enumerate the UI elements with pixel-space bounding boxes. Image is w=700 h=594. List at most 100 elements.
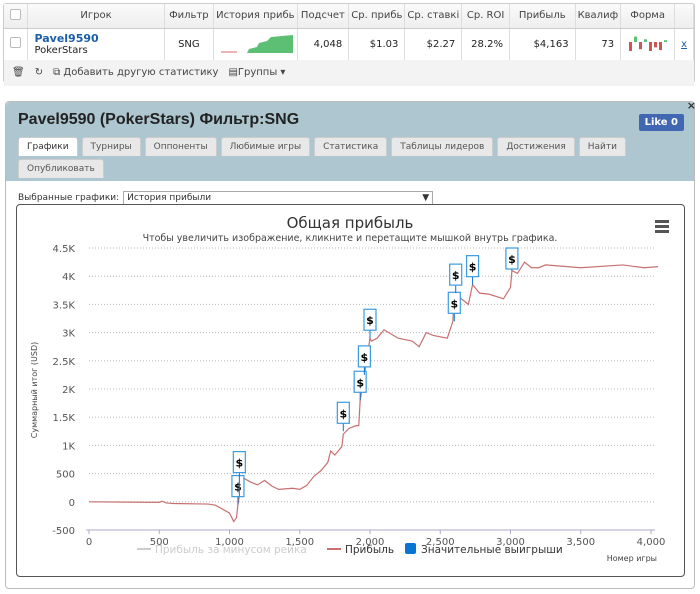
big-win-flag[interactable]: $ bbox=[465, 255, 480, 285]
big-win-flag[interactable]: $ bbox=[357, 345, 371, 375]
col-avg-profit[interactable]: Ср. прибь bbox=[348, 4, 406, 29]
col-roi[interactable]: Ср. ROI bbox=[461, 4, 510, 29]
table-row: Pavel9590 PokerStars SNG 4,048 $1.03 $2.2… bbox=[4, 28, 694, 60]
big-win-flag[interactable]: $ bbox=[353, 370, 367, 401]
chart-select-value: История прибыли bbox=[127, 193, 212, 203]
avg-profit-value: $1.03 bbox=[348, 28, 406, 60]
legend-net-profit: Прибыль за минусом рейка bbox=[155, 544, 307, 556]
tab-publish[interactable]: Опубликовать bbox=[18, 159, 104, 178]
x-axis-label: Номер игры bbox=[607, 554, 657, 563]
tab-opponents[interactable]: Оппоненты bbox=[144, 137, 217, 156]
menu-line bbox=[655, 225, 669, 228]
refresh-icon[interactable]: ↻ bbox=[34, 67, 44, 78]
dollar-icon: $ bbox=[356, 376, 364, 389]
x-tick-label: 0 bbox=[86, 537, 92, 548]
row-checkbox[interactable] bbox=[10, 37, 22, 48]
tab-achievements[interactable]: Достижения bbox=[497, 137, 575, 156]
x-tick-label: 1,000 bbox=[215, 537, 244, 548]
profit-sparkline bbox=[220, 34, 293, 53]
col-qual[interactable]: Квалиф bbox=[575, 4, 622, 29]
tab-charts[interactable]: Графики bbox=[18, 137, 78, 156]
stats-table: Игрок Фильтр История прибь Подсчет Ср. п… bbox=[4, 4, 694, 60]
select-all-header[interactable] bbox=[4, 4, 29, 29]
chart-select[interactable]: История прибыли ▼ bbox=[123, 191, 434, 205]
facebook-like-button[interactable]: Like 0 bbox=[638, 114, 684, 131]
stats-table-box: Игрок Фильтр История прибь Подсчет Ср. п… bbox=[3, 3, 695, 86]
big-win-flag[interactable]: $ bbox=[505, 247, 519, 271]
form-bar bbox=[659, 41, 663, 50]
y-tick-label: 1K bbox=[62, 441, 75, 452]
chart-selector-label: Выбранные графики: bbox=[18, 193, 120, 203]
tab-favorite-games[interactable]: Любимые игры bbox=[220, 137, 311, 156]
chart-selector: Выбранные графики: История прибыли ▼ bbox=[18, 191, 434, 205]
big-win-flag[interactable]: $ bbox=[447, 291, 461, 322]
big-win-flag[interactable]: $ bbox=[363, 308, 377, 339]
x-tick-label: 3,500 bbox=[566, 537, 595, 548]
dollar-icon: $ bbox=[339, 407, 347, 420]
y-tick-label: 2.5K bbox=[53, 357, 76, 368]
y-tick-label: 3K bbox=[62, 329, 75, 340]
filter-value: SNG bbox=[164, 28, 215, 60]
y-tick-label: 0 bbox=[69, 498, 75, 509]
tab-leaderboards[interactable]: Таблицы лидеров bbox=[391, 137, 494, 156]
trash-icon[interactable]: 🗑 bbox=[12, 67, 25, 78]
dollar-icon: $ bbox=[508, 253, 516, 266]
col-avg-stake[interactable]: Ср. ставкі bbox=[404, 4, 463, 29]
big-win-flag[interactable]: $ bbox=[231, 475, 245, 505]
col-profit[interactable]: Прибыль bbox=[509, 4, 576, 29]
tab-tournaments[interactable]: Турниры bbox=[81, 137, 141, 156]
y-axis-label: Суммарный итог (USD) bbox=[30, 342, 39, 439]
legend-marker-wins bbox=[405, 543, 416, 554]
chart-subtitle: Чтобы увеличить изображение, кликните и … bbox=[143, 233, 558, 244]
dollar-icon: $ bbox=[366, 314, 374, 327]
count-value: 4,048 bbox=[297, 28, 350, 60]
y-tick-label: 1.5K bbox=[53, 413, 76, 424]
form-bar bbox=[639, 41, 643, 49]
y-tick-label: -500 bbox=[52, 526, 75, 537]
dropdown-arrow-icon: ▼ bbox=[422, 193, 430, 203]
table-toolbar: 🗑 ↻ ⧉ Добавить другую статистику ▤Группы… bbox=[4, 59, 694, 86]
tab-statistics[interactable]: Статистика bbox=[314, 137, 388, 156]
x-tick-label: 500 bbox=[150, 537, 169, 548]
y-tick-label: 2K bbox=[62, 385, 75, 396]
flag-box bbox=[232, 451, 246, 474]
flag-box bbox=[336, 401, 350, 424]
roi-value: 28.2% bbox=[461, 28, 510, 60]
form-bar bbox=[649, 41, 653, 51]
y-tick-label: 4K bbox=[62, 272, 75, 283]
col-history[interactable]: История прибь bbox=[213, 4, 298, 29]
remove-row-link[interactable]: x bbox=[674, 28, 694, 60]
dollar-icon: $ bbox=[452, 269, 460, 282]
form-bar bbox=[654, 41, 658, 47]
flag-box bbox=[505, 247, 519, 270]
select-all-checkbox[interactable] bbox=[10, 8, 22, 20]
y-tick-label: 3.5K bbox=[53, 300, 76, 311]
big-win-flag[interactable]: $ bbox=[336, 401, 350, 432]
menu-line bbox=[655, 230, 669, 233]
groups-dropdown[interactable]: ▤Группы ▾ bbox=[228, 67, 286, 78]
flag-box bbox=[449, 263, 463, 286]
col-filter[interactable]: Фильтр bbox=[164, 4, 215, 29]
chart-container[interactable]: Общая прибыль Чтобы увеличить изображение… bbox=[16, 204, 685, 577]
x-tick-label: 1,500 bbox=[285, 537, 314, 548]
big-win-flag[interactable]: $ bbox=[449, 263, 463, 294]
player-link[interactable]: Pavel9590 bbox=[34, 32, 99, 45]
x-tick-label: 4,000 bbox=[637, 537, 666, 548]
dollar-icon: $ bbox=[361, 351, 369, 364]
big-win-flag[interactable]: $ bbox=[232, 451, 246, 497]
panel-header: Pavel9590 (PokerStars) Фильтр:SNG Like 0… bbox=[6, 99, 696, 181]
tab-find[interactable]: Найти bbox=[578, 137, 626, 156]
chart-menu-icon[interactable] bbox=[655, 220, 669, 233]
flag-box bbox=[353, 370, 367, 393]
dollar-icon: $ bbox=[469, 261, 477, 274]
close-icon[interactable]: × bbox=[686, 99, 696, 112]
add-stat-button[interactable]: ⧉ Добавить другую статистику bbox=[53, 67, 219, 78]
flag-box bbox=[231, 475, 245, 498]
y-tick-label: 500 bbox=[56, 470, 75, 481]
col-form[interactable]: Форма bbox=[620, 4, 676, 29]
col-player[interactable]: Игрок bbox=[27, 4, 165, 29]
add-stat-label: Добавить другую статистику bbox=[63, 67, 219, 78]
avg-stake-value: $2.27 bbox=[404, 28, 463, 60]
col-count[interactable]: Подсчет bbox=[297, 4, 350, 29]
